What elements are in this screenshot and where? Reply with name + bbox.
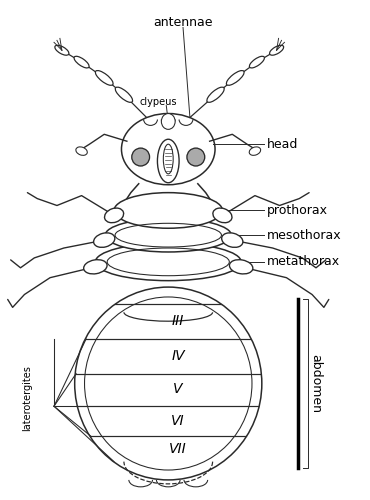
Ellipse shape: [105, 208, 124, 222]
Text: V: V: [174, 382, 183, 396]
Ellipse shape: [226, 70, 244, 86]
Text: prothorax: prothorax: [267, 204, 328, 217]
Ellipse shape: [74, 56, 89, 68]
Ellipse shape: [229, 260, 253, 274]
Text: laterotergites: laterotergites: [23, 366, 33, 432]
Text: metathorax: metathorax: [267, 256, 340, 268]
Ellipse shape: [95, 70, 113, 86]
Ellipse shape: [84, 260, 107, 274]
Text: mesothorax: mesothorax: [267, 228, 342, 241]
Ellipse shape: [75, 287, 262, 480]
Ellipse shape: [161, 114, 175, 130]
Ellipse shape: [95, 243, 241, 281]
Circle shape: [187, 148, 205, 166]
Ellipse shape: [105, 218, 231, 252]
Text: III: III: [172, 314, 184, 328]
Ellipse shape: [114, 192, 222, 228]
Text: antennae: antennae: [153, 16, 213, 29]
Ellipse shape: [76, 147, 87, 156]
Ellipse shape: [55, 46, 69, 55]
Text: VII: VII: [169, 442, 187, 456]
Ellipse shape: [213, 208, 232, 222]
Ellipse shape: [222, 233, 243, 248]
Circle shape: [132, 148, 149, 166]
Text: VI: VI: [171, 414, 185, 428]
Text: head: head: [267, 138, 298, 150]
Ellipse shape: [121, 114, 215, 184]
Ellipse shape: [249, 147, 260, 156]
Ellipse shape: [270, 46, 284, 55]
Ellipse shape: [207, 87, 224, 102]
Text: clypeus: clypeus: [139, 96, 177, 106]
Ellipse shape: [115, 87, 132, 102]
Text: abdomen: abdomen: [309, 354, 323, 413]
Ellipse shape: [157, 139, 179, 183]
Ellipse shape: [249, 56, 265, 68]
Ellipse shape: [94, 233, 115, 248]
Text: IV: IV: [171, 349, 185, 363]
